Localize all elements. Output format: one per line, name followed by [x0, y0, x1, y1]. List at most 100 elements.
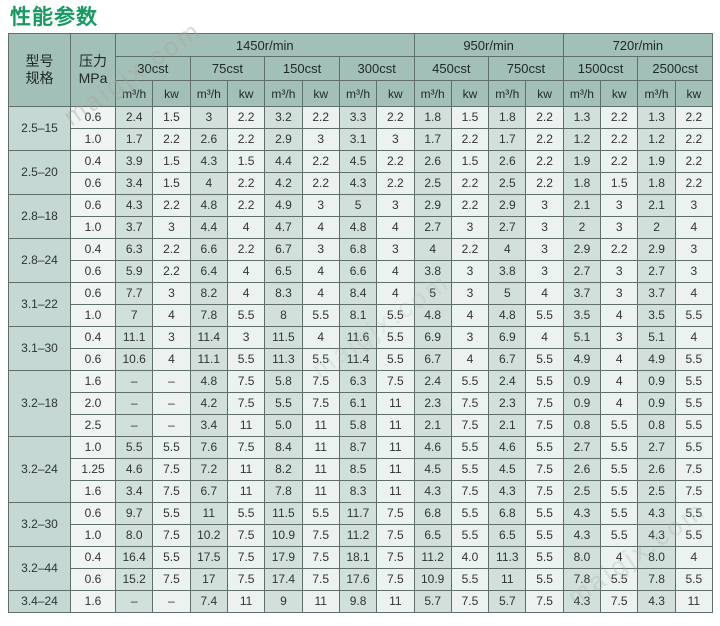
power-value-cell: 1.5 [152, 106, 191, 129]
header-row-units: m³/h kw m³/h kw m³/h kw m³/h kw m³/h kw m³/h kw m³/h… [9, 80, 714, 107]
flow-value-cell: – [114, 414, 154, 437]
power-value-cell: 1.5 [226, 150, 266, 173]
flow-value-cell: 1.8 [488, 106, 527, 129]
power-value-cell: 3 [525, 238, 564, 261]
flow-value-cell: 17.4 [264, 568, 303, 591]
model-cell: 2.8–24 [8, 238, 71, 283]
flow-value-cell: 4.8 [413, 304, 452, 327]
power-value-cell: 4 [600, 304, 639, 327]
flow-value-cell: 7.4 [189, 590, 228, 613]
power-value-cell: 5.5 [674, 524, 714, 547]
table-row: 1.6 3.4 7.5 6.7 11 7.8 11 8.3 11 4.3 7.5 4.3 7.5 2.5 5… [9, 480, 714, 503]
header-unit-power: kw [600, 80, 639, 107]
power-value-cell: 5.5 [600, 502, 639, 525]
flow-value-cell: 4.6 [413, 436, 452, 459]
table-row: 1.0 8.0 7.5 10.2 7.5 10.9 7.5 11.2 7.5 6.5 5.5 6.5 5… [9, 524, 714, 547]
flow-value-cell: 17 [189, 568, 228, 591]
power-value-cell: 3 [450, 216, 490, 239]
power-value-cell: 5.5 [525, 436, 564, 459]
power-value-cell: 5.5 [525, 370, 564, 393]
header-unit-flow: m³/h [488, 80, 527, 107]
table-row: 2.5–15 0.6 2.4 1.5 3 2.2 3.2 2.2 3.3 2.2 1.8 1.5 1.8… [8, 106, 714, 151]
flow-value-cell: 2.7 [488, 216, 527, 239]
power-value-cell: 5.5 [226, 304, 266, 327]
header-pressure: 压力 MPa [70, 33, 116, 107]
flow-value-cell: 2.6 [488, 150, 527, 173]
power-value-cell: 5.5 [450, 458, 490, 481]
flow-value-cell: – [114, 392, 154, 415]
flow-value-cell: 3.4 [114, 172, 154, 195]
flow-value-cell: 8.4 [264, 436, 303, 459]
power-value-cell: 3 [152, 326, 191, 349]
power-value-cell: 3 [376, 238, 415, 261]
table-row: 2.5–20 0.4 3.9 1.5 4.3 1.5 4.4 2.2 4.5 2.2 2.6 1.5 2… [8, 150, 714, 195]
flow-value-cell: 2.3 [488, 392, 527, 415]
flow-value-cell: 4.3 [562, 524, 602, 547]
flow-value-cell: 4.3 [637, 590, 676, 613]
power-value-cell: 3 [525, 216, 564, 239]
power-value-cell: 3 [450, 282, 490, 305]
power-value-cell: 3 [600, 260, 639, 283]
power-value-cell: 2.2 [600, 238, 639, 261]
flow-value-cell: 1.9 [637, 150, 676, 173]
power-value-cell: 11 [376, 480, 415, 503]
power-value-cell: 11 [226, 590, 266, 613]
flow-value-cell: 4.2 [264, 172, 303, 195]
model-cell: 2.5–15 [8, 106, 71, 151]
flow-value-cell: 7.8 [264, 480, 303, 503]
flow-value-cell: 2.5 [413, 172, 452, 195]
flow-value-cell: 4.3 [413, 480, 452, 503]
power-value-cell: 3 [301, 194, 340, 217]
pressure-cell: 1.6 [70, 590, 116, 613]
power-value-cell: 4 [600, 546, 639, 569]
power-value-cell: 5.5 [600, 458, 639, 481]
flow-value-cell: 7 [114, 304, 154, 327]
power-value-cell: 7.5 [450, 414, 490, 437]
power-value-cell: 4 [226, 260, 266, 283]
pressure-cell: 1.6 [70, 370, 116, 393]
flow-value-cell: 7.8 [637, 568, 676, 591]
pressure-cell: 0.6 [70, 106, 116, 129]
power-value-cell: 5.5 [600, 414, 639, 437]
power-value-cell: 3 [301, 238, 340, 261]
power-value-cell: 5.5 [674, 392, 714, 415]
flow-value-cell: 4.8 [189, 370, 228, 393]
model-cell: 3.1–22 [8, 282, 71, 327]
flow-value-cell: 7.6 [189, 436, 228, 459]
flow-value-cell: 3.4 [189, 414, 228, 437]
table-row: 1.25 4.6 7.5 7.2 11 8.2 11 8.5 11 4.5 5.5 4.5 7.5 2.6… [9, 458, 714, 481]
power-value-cell: 5.5 [525, 502, 564, 525]
table-row: 2.8–24 0.4 6.3 2.2 6.6 2.2 6.7 3 6.8 3 4 2.2 4 3 2.9 2.… [8, 238, 714, 283]
power-value-cell: 5.5 [301, 502, 340, 525]
flow-value-cell: 5.1 [562, 326, 602, 349]
power-value-cell: 3 [600, 216, 639, 239]
flow-value-cell: 4.8 [189, 194, 228, 217]
power-value-cell: 4 [450, 304, 490, 327]
pressure-cell: 1.0 [70, 524, 116, 547]
flow-value-cell: 1.2 [637, 128, 676, 151]
flow-value-cell: 2.4 [488, 370, 527, 393]
power-value-cell: 2.2 [376, 172, 415, 195]
flow-value-cell: 9.7 [114, 502, 154, 525]
power-value-cell: 7.5 [376, 502, 415, 525]
power-value-cell: 2.2 [674, 172, 714, 195]
flow-value-cell: 3.9 [114, 150, 154, 173]
table-row: 0.6 5.9 2.2 6.4 4 6.5 4 6.6 4 3.8 3 3.8 3 2.7 3 2.7 3 [9, 260, 714, 283]
power-value-cell: 5.5 [674, 568, 714, 591]
flow-value-cell: 11.4 [189, 326, 228, 349]
power-value-cell: 7.5 [152, 480, 191, 503]
flow-value-cell: 6.6 [338, 260, 378, 283]
flow-value-cell: – [114, 370, 154, 393]
power-value-cell: 11 [376, 436, 415, 459]
power-value-cell: 1.5 [152, 172, 191, 195]
table-body: 2.5–15 0.6 2.4 1.5 3 2.2 3.2 2.2 3.3 2.2 1.8 1.5 1.8… [8, 106, 714, 613]
flow-value-cell: 4.5 [338, 150, 378, 173]
header-unit-power: kw [450, 80, 490, 107]
flow-value-cell: 6.5 [264, 260, 303, 283]
model-cell: 3.2–24 [8, 436, 71, 503]
power-value-cell: – [152, 370, 191, 393]
power-value-cell: 2.2 [600, 128, 639, 151]
flow-value-cell: 4 [413, 238, 452, 261]
flow-value-cell: 11 [488, 568, 527, 591]
pressure-cell: 0.6 [70, 282, 116, 305]
